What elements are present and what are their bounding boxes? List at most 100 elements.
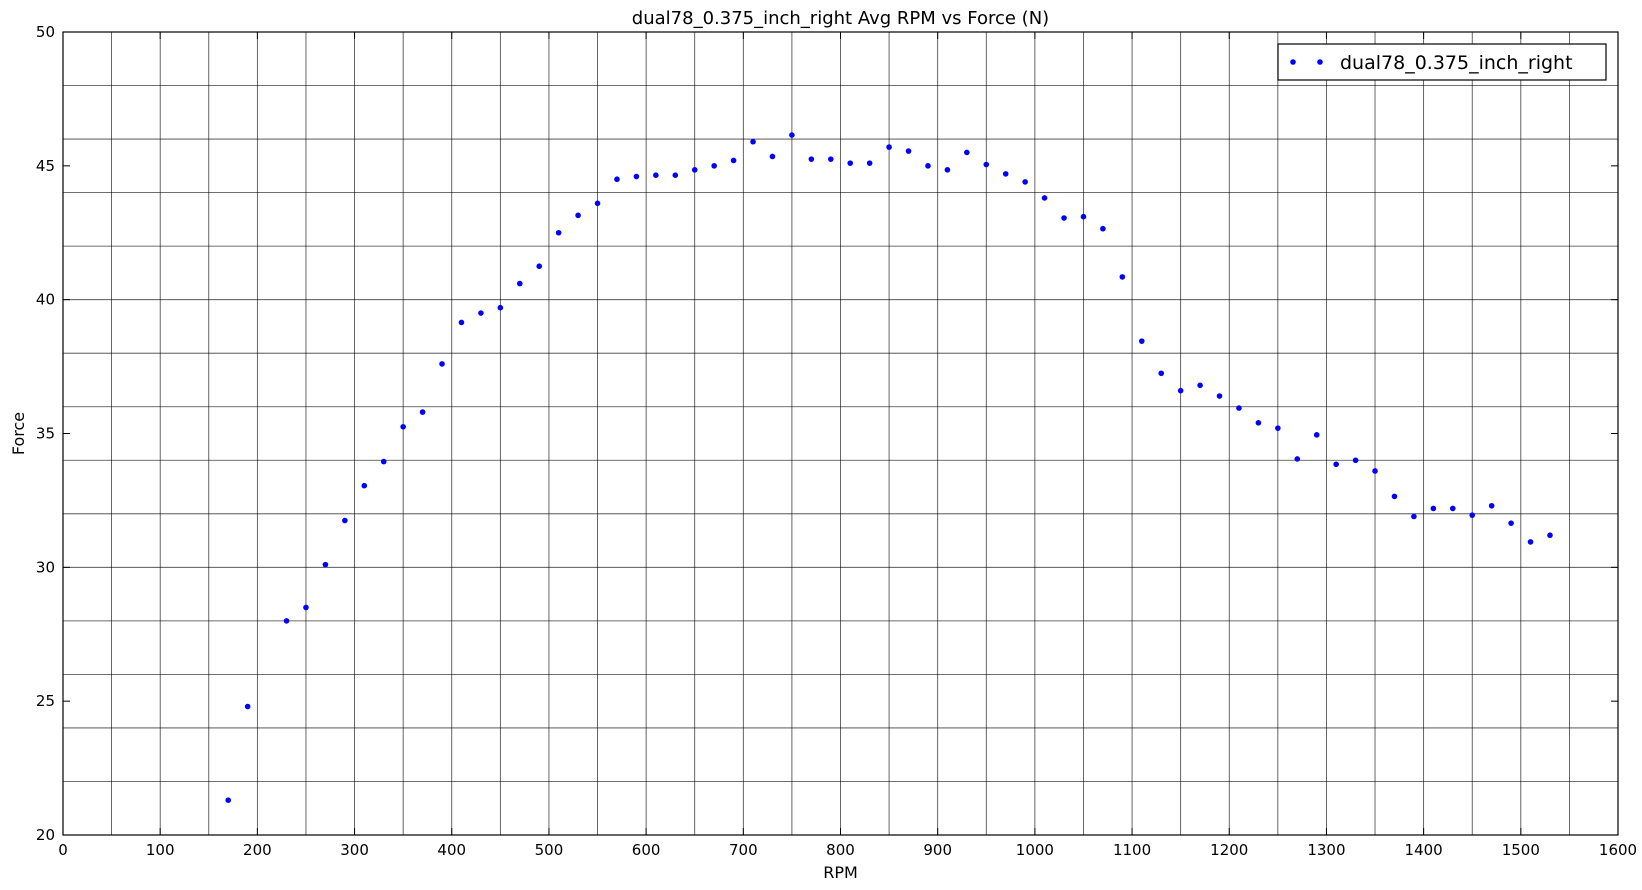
y-tick-label: 35 bbox=[36, 425, 55, 443]
data-point bbox=[303, 604, 309, 611]
data-point bbox=[361, 482, 368, 489]
data-point bbox=[691, 167, 698, 173]
data-point bbox=[400, 424, 406, 430]
x-tick-label: 800 bbox=[826, 841, 855, 859]
data-point bbox=[730, 157, 737, 164]
data-point bbox=[789, 132, 795, 138]
data-point bbox=[1100, 225, 1106, 232]
data-point bbox=[808, 156, 815, 162]
data-point bbox=[1275, 425, 1281, 431]
data-point bbox=[1236, 405, 1242, 411]
data-point bbox=[964, 149, 970, 156]
data-point bbox=[575, 212, 581, 219]
data-point bbox=[1313, 432, 1320, 438]
data-point bbox=[711, 163, 717, 169]
data-point bbox=[1488, 502, 1495, 509]
x-tick-label: 100 bbox=[146, 841, 175, 859]
x-tick-label: 1000 bbox=[1016, 841, 1054, 859]
data-point bbox=[478, 310, 484, 316]
x-tick-label: 500 bbox=[535, 841, 564, 859]
data-point bbox=[944, 167, 951, 173]
data-point bbox=[1430, 505, 1437, 512]
x-tick-label: 400 bbox=[437, 841, 466, 859]
data-point bbox=[1080, 213, 1087, 220]
data-point bbox=[1255, 419, 1262, 426]
x-tick-label: 200 bbox=[243, 841, 272, 859]
x-tick-label: 1400 bbox=[1405, 841, 1443, 859]
x-tick-label: 900 bbox=[923, 841, 952, 859]
data-points bbox=[225, 132, 1553, 804]
data-point bbox=[1333, 461, 1339, 468]
legend-marker bbox=[1317, 59, 1323, 65]
data-point bbox=[380, 458, 387, 465]
data-point bbox=[322, 561, 329, 568]
data-point bbox=[614, 176, 620, 183]
data-point bbox=[769, 153, 776, 160]
data-point bbox=[244, 703, 251, 710]
x-tick-label: 1600 bbox=[1599, 841, 1637, 859]
data-point bbox=[1022, 179, 1028, 185]
data-point bbox=[1391, 493, 1398, 500]
data-point bbox=[458, 319, 465, 326]
data-point bbox=[827, 156, 834, 162]
y-tick-label: 50 bbox=[36, 23, 55, 41]
y-tick-label: 30 bbox=[36, 558, 55, 576]
y-axis-label: Force bbox=[9, 412, 28, 455]
y-tick-label: 45 bbox=[36, 157, 55, 175]
x-tick-label: 600 bbox=[632, 841, 661, 859]
x-axis-label: RPM bbox=[823, 863, 858, 882]
legend-box bbox=[1277, 43, 1607, 81]
data-point bbox=[419, 409, 426, 415]
data-point bbox=[555, 229, 562, 236]
data-point bbox=[847, 160, 854, 166]
data-point bbox=[925, 163, 931, 169]
data-point bbox=[1216, 393, 1223, 399]
data-point bbox=[905, 148, 912, 154]
data-point bbox=[653, 172, 659, 179]
data-point bbox=[516, 280, 523, 287]
data-point bbox=[439, 361, 445, 367]
data-point bbox=[1002, 171, 1009, 177]
plot-frame bbox=[62, 31, 1619, 836]
x-tick-label: 1500 bbox=[1502, 841, 1540, 859]
data-point bbox=[1547, 532, 1553, 539]
data-point bbox=[536, 263, 543, 270]
data-point bbox=[1138, 338, 1145, 344]
x-tick-label: 0 bbox=[58, 841, 68, 859]
data-point bbox=[1119, 274, 1126, 280]
y-tick-label: 20 bbox=[36, 826, 55, 844]
data-point bbox=[1197, 382, 1203, 389]
data-point bbox=[1372, 468, 1378, 474]
x-tick-label: 700 bbox=[729, 841, 758, 859]
data-point bbox=[1158, 370, 1165, 377]
data-point bbox=[1449, 505, 1456, 512]
data-point bbox=[750, 138, 756, 145]
data-point bbox=[1469, 512, 1476, 518]
y-tick-label: 40 bbox=[36, 291, 55, 309]
data-point bbox=[1061, 215, 1067, 221]
data-point bbox=[866, 160, 873, 166]
data-point bbox=[283, 618, 290, 624]
x-tick-label: 1100 bbox=[1113, 841, 1151, 859]
data-point bbox=[886, 144, 892, 150]
legend-label: dual78_0.375_inch_right bbox=[1340, 52, 1573, 74]
x-tick-label: 300 bbox=[340, 841, 369, 859]
legend: dual78_0.375_inch_right bbox=[1277, 43, 1607, 81]
x-tick-label: 1300 bbox=[1307, 841, 1345, 859]
legend-marker bbox=[1290, 59, 1296, 65]
chart-title: dual78_0.375_inch_right Avg RPM vs Force… bbox=[632, 8, 1049, 29]
data-point bbox=[1508, 520, 1514, 526]
data-point bbox=[497, 304, 504, 311]
data-point bbox=[225, 797, 232, 804]
data-point bbox=[983, 161, 990, 168]
data-point bbox=[1294, 456, 1301, 462]
data-point bbox=[1352, 457, 1359, 464]
data-point bbox=[1041, 195, 1048, 201]
y-tick-label: 25 bbox=[36, 692, 55, 710]
data-point bbox=[1527, 539, 1534, 545]
axis-ticks: 0 100 200 300 400 500 600 700 800 900 1000 1100 1200… bbox=[36, 23, 1637, 859]
data-point bbox=[1411, 513, 1417, 520]
data-point bbox=[672, 172, 679, 179]
x-tick-label: 1200 bbox=[1210, 841, 1248, 859]
